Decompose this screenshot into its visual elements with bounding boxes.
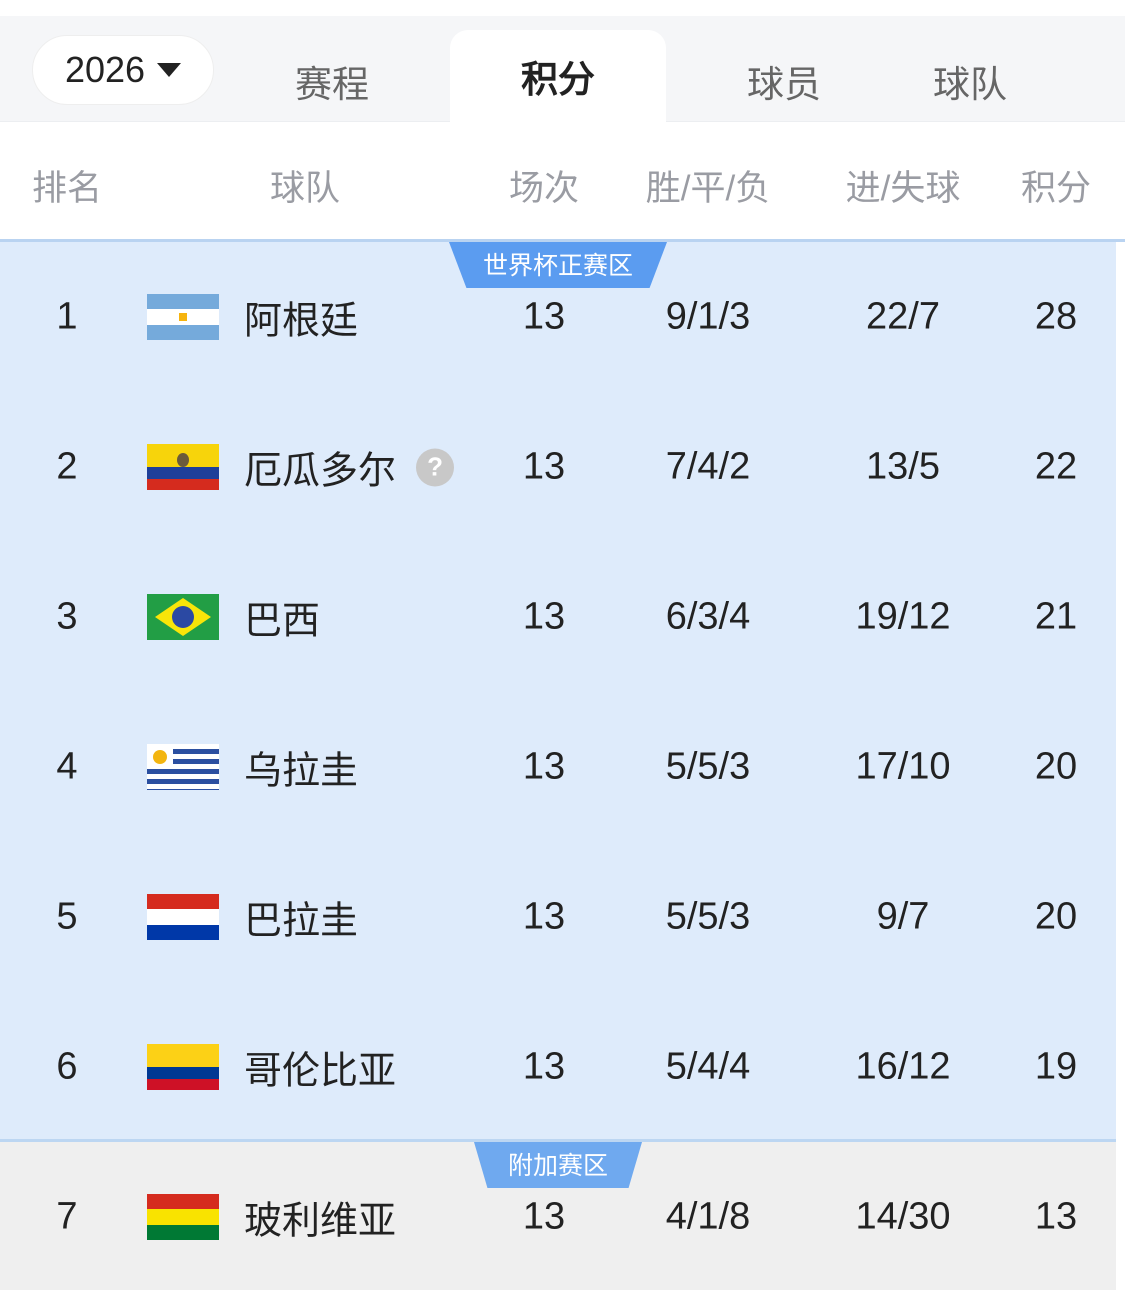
col-wdl: 胜/平/负 (645, 169, 771, 208)
points: 13 (1034, 1195, 1078, 1238)
goals-for-against: 19/12 (855, 595, 951, 638)
question-icon[interactable]: ? (416, 448, 455, 486)
zone-badge-direct: 世界杯正赛区 (448, 242, 668, 288)
played: 13 (522, 1045, 566, 1088)
goals-for-against: 17/10 (855, 745, 951, 788)
tab-teams[interactable]: 球队 (933, 64, 1007, 105)
tab-standings[interactable]: 积分 (450, 30, 666, 122)
played: 13 (522, 1195, 566, 1238)
team-name: 厄瓜多尔 (244, 450, 397, 493)
flag-ecuador-icon (147, 444, 219, 490)
rank: 7 (56, 1195, 78, 1238)
win-draw-loss: 6/3/4 (665, 595, 751, 638)
flag-paraguay-icon (147, 894, 219, 940)
table-row[interactable]: 3 巴西 13 6/3/4 19/12 21 (0, 542, 1116, 692)
table-row[interactable]: 1 阿根廷 13 9/1/3 22/7 28 (0, 242, 1116, 392)
flag-brazil-icon (147, 594, 219, 640)
year-selector[interactable]: 2026 (32, 35, 214, 105)
win-draw-loss: 5/5/3 (665, 745, 751, 788)
team-name: 巴西 (244, 600, 321, 643)
team-name: 哥伦比亚 (244, 1050, 397, 1093)
played: 13 (522, 595, 566, 638)
flag-argentina-icon (147, 294, 219, 340)
team-name-cell[interactable]: 厄瓜多尔 ? (244, 440, 455, 495)
table-row[interactable]: 5 巴拉圭 13 5/5/3 9/7 20 (0, 842, 1116, 992)
points: 22 (1034, 445, 1078, 488)
team-name-cell[interactable]: 巴西 (244, 590, 320, 645)
col-rank: 排名 (31, 169, 103, 208)
flag-colombia-icon (147, 1044, 219, 1090)
zone-badge-playoff: 附加赛区 (473, 1142, 643, 1188)
team-name: 玻利维亚 (244, 1200, 397, 1243)
played: 13 (522, 895, 566, 938)
points: 19 (1034, 1045, 1078, 1088)
team-name-cell[interactable]: 哥伦比亚 (244, 1040, 396, 1095)
points: 20 (1034, 745, 1078, 788)
goals-for-against: 9/7 (876, 895, 930, 938)
zone-direct: 世界杯正赛区 (0, 242, 1116, 1142)
flag-uruguay-icon (147, 744, 219, 790)
points: 20 (1034, 895, 1078, 938)
played: 13 (522, 445, 566, 488)
goals-for-against: 13/5 (866, 445, 940, 488)
points: 21 (1034, 595, 1078, 638)
played: 13 (522, 295, 566, 338)
goals-for-against: 14/30 (855, 1195, 951, 1238)
col-team: 球队 (269, 169, 341, 208)
team-name-cell[interactable]: 阿根廷 (244, 290, 358, 345)
caret-down-icon (157, 63, 182, 77)
rank: 6 (56, 1045, 78, 1088)
col-points: 积分 (1020, 169, 1092, 208)
win-draw-loss: 7/4/2 (665, 445, 751, 488)
flag-bolivia-icon (147, 1194, 219, 1240)
team-name: 阿根廷 (244, 300, 359, 343)
team-name-cell[interactable]: 玻利维亚 (244, 1190, 396, 1245)
rank: 2 (56, 445, 78, 488)
team-name-cell[interactable]: 乌拉圭 (244, 740, 358, 795)
year-value: 2026 (64, 49, 146, 90)
win-draw-loss: 5/5/3 (665, 895, 751, 938)
win-draw-loss: 4/1/8 (665, 1195, 751, 1238)
team-name: 巴拉圭 (244, 900, 359, 943)
team-name: 乌拉圭 (244, 750, 359, 793)
tab-schedule[interactable]: 赛程 (295, 64, 369, 105)
table-row[interactable]: 4 乌拉圭 13 5/5/3 17/10 20 (0, 692, 1116, 842)
rank: 5 (56, 895, 78, 938)
col-played: 场次 (508, 169, 580, 208)
rank: 1 (56, 295, 78, 338)
win-draw-loss: 9/1/3 (665, 295, 751, 338)
points: 28 (1034, 295, 1078, 338)
table-row[interactable]: 7 玻利维亚 13 4/1/8 14/30 13 (0, 1142, 1116, 1292)
table-header: 排名 球队 场次 胜/平/负 进/失球 积分 (0, 122, 1125, 242)
rank: 3 (56, 595, 78, 638)
team-name-cell[interactable]: 巴拉圭 (244, 890, 358, 945)
played: 13 (522, 745, 566, 788)
rank: 4 (56, 745, 78, 788)
top-bar: 2026 赛程 积分 球员 球队 (0, 16, 1125, 122)
table-row[interactable]: 6 哥伦比亚 13 5/4/4 16/12 19 (0, 992, 1116, 1142)
tab-players[interactable]: 球员 (747, 64, 821, 105)
col-goals: 进/失球 (845, 169, 961, 208)
table-row[interactable]: 2 厄瓜多尔 ? 13 7/4/2 13/5 22 (0, 392, 1116, 542)
win-draw-loss: 5/4/4 (665, 1045, 751, 1088)
goals-for-against: 22/7 (866, 295, 940, 338)
goals-for-against: 16/12 (855, 1045, 951, 1088)
